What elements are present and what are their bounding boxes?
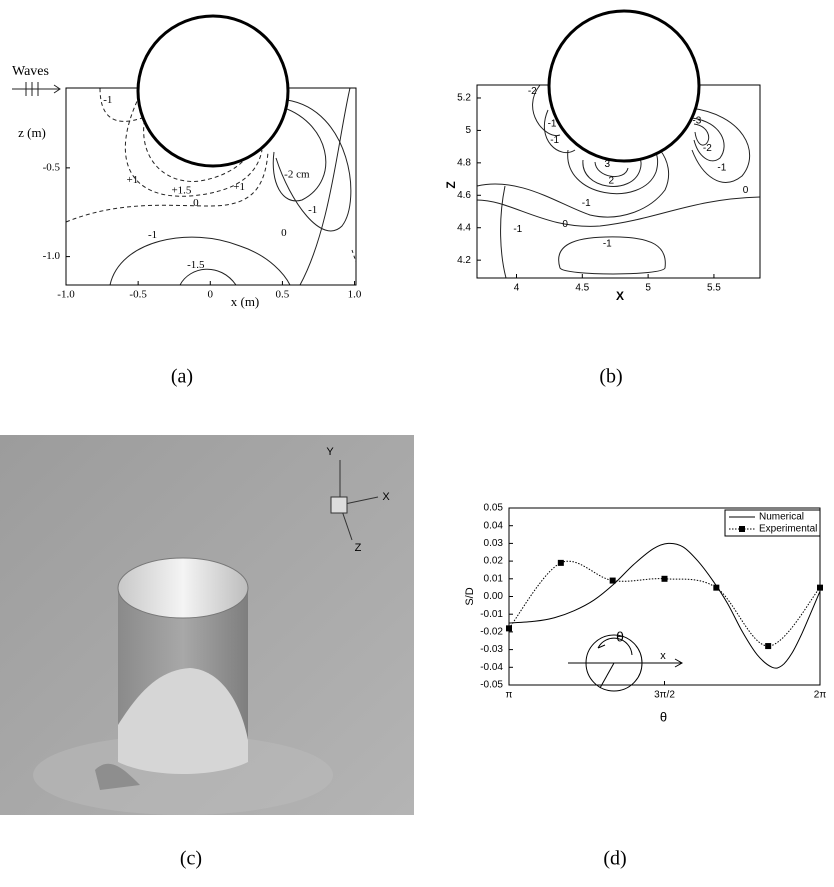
- contour-label: -1: [548, 119, 557, 130]
- contour-label: -1: [308, 204, 317, 216]
- y-tick-label: 4.4: [457, 222, 471, 233]
- cylinder-top: [118, 558, 248, 618]
- axis-triad-label: X: [382, 491, 390, 503]
- y-tick-label: -0.05: [480, 680, 503, 691]
- y-tick-label: 0.00: [484, 591, 504, 602]
- series-line: [509, 561, 820, 646]
- data-point: [765, 643, 771, 649]
- contour-label: +1: [127, 174, 139, 186]
- contour-line: [501, 186, 506, 278]
- contour-label: -1: [603, 239, 612, 250]
- data-point: [817, 585, 823, 591]
- contour-label: -2: [703, 143, 712, 154]
- y-tick-label: 0.05: [484, 503, 504, 514]
- page: {"chart_data": [ {"type": "contour", "ca…: [0, 0, 834, 887]
- y-tick-label: 0.04: [484, 520, 504, 531]
- contour-line: [352, 250, 356, 262]
- x-axis-label: x (m): [231, 294, 260, 309]
- x-tick-label: 1.0: [348, 289, 362, 301]
- contour-label: 0: [281, 227, 287, 239]
- x-tick-label: 4.5: [575, 283, 589, 294]
- x-tick-label: 5: [645, 283, 651, 294]
- y-axis-label: z (m): [18, 125, 46, 140]
- y-tick-label: 4.8: [457, 157, 471, 168]
- contour-label: -2 cm: [284, 168, 310, 180]
- data-point: [610, 578, 616, 584]
- contour-label: +1.5: [171, 184, 191, 196]
- x-tick-label: 5.5: [707, 283, 721, 294]
- inset-label: x: [660, 650, 666, 662]
- contour-label: -1.5: [187, 259, 205, 271]
- panel-caption: (d): [603, 848, 626, 870]
- x-axis-label: X: [616, 289, 624, 303]
- render-c: [0, 435, 414, 815]
- data-point: [506, 625, 512, 631]
- y-tick-label: 4.2: [457, 255, 471, 266]
- data-point: [662, 576, 668, 582]
- contour-label: -1: [717, 162, 726, 173]
- contour-label: +1: [233, 181, 245, 193]
- contour-label: 2: [608, 175, 614, 186]
- x-tick-label: 0: [208, 289, 214, 301]
- contour-label: -1: [103, 94, 112, 106]
- axis-triad-label: Z: [355, 542, 362, 554]
- wave-arrow: [12, 82, 60, 96]
- legend-label: Numerical: [759, 512, 804, 523]
- y-tick-label: 0.03: [484, 538, 504, 549]
- contour-label: 0: [743, 185, 749, 196]
- x-tick-label: -0.5: [129, 289, 147, 301]
- panel-caption: (b): [599, 366, 622, 388]
- contour-label: -1: [582, 198, 591, 209]
- x-axis-label: θ: [660, 709, 667, 724]
- contour-label: -1: [550, 135, 559, 146]
- contour-label: -2: [528, 86, 537, 97]
- axis-triad-label: Y: [326, 446, 334, 458]
- y-axis-label: S/D: [464, 587, 476, 605]
- legend-label: Experimental: [759, 524, 817, 535]
- legend-marker: [739, 526, 745, 532]
- cylinder: [138, 16, 288, 166]
- contour-line: [477, 197, 760, 226]
- y-tick-label: -0.5: [43, 161, 61, 173]
- triad-cube: [331, 497, 347, 513]
- contour-line: [180, 269, 236, 285]
- y-tick-label: 5.2: [457, 93, 471, 104]
- y-tick-label: -0.03: [480, 644, 503, 655]
- y-tick-label: 5: [465, 125, 471, 136]
- y-tick-label: -0.01: [480, 609, 503, 620]
- cylinder: [549, 11, 699, 161]
- inset-angle: [598, 638, 632, 655]
- y-tick-label: -0.02: [480, 627, 503, 638]
- y-tick-label: -0.04: [480, 662, 503, 673]
- contour-line: [694, 124, 709, 145]
- y-tick-label: 0.02: [484, 556, 504, 567]
- panel-caption: (c): [180, 848, 202, 870]
- x-tick-label: 4: [514, 283, 520, 294]
- y-tick-label: 0.01: [484, 573, 504, 584]
- contour-line: [559, 237, 666, 274]
- contour-label: 0: [193, 197, 199, 209]
- x-tick-label: 0.5: [276, 289, 290, 301]
- x-tick-label: 2π: [814, 690, 827, 701]
- inset-label: θ: [616, 629, 624, 645]
- x-tick-label: π: [506, 690, 513, 701]
- annotation: Waves: [12, 64, 49, 79]
- data-point: [713, 585, 719, 591]
- y-tick-label: 4.6: [457, 190, 471, 201]
- panel-caption: (a): [171, 366, 193, 388]
- data-point: [558, 560, 564, 566]
- contour-line: [300, 88, 350, 285]
- inset-radius: [600, 663, 614, 688]
- contour-label: -1: [513, 224, 522, 235]
- contour-label: -1: [148, 229, 157, 241]
- y-axis-label: Z: [444, 181, 458, 188]
- y-tick-label: -1.0: [43, 250, 61, 262]
- figure: -1.0 -0.5 0 0.5 1.0 -0.5 -1.0 -1 +1.5 +1 +1 0 -2 cm -…: [0, 0, 834, 887]
- contour-label: 0: [562, 219, 568, 230]
- x-tick-label: 3π/2: [654, 690, 675, 701]
- x-tick-label: -1.0: [57, 289, 75, 301]
